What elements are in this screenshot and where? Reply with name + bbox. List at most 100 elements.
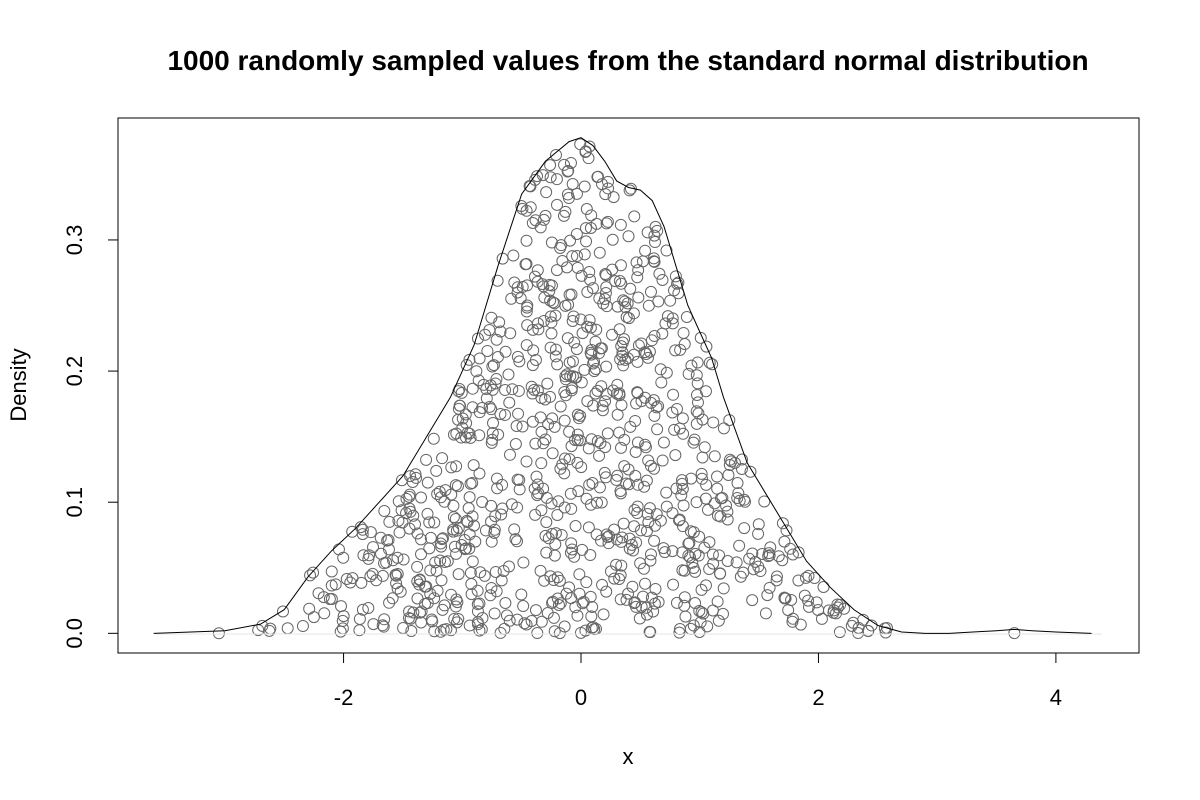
sample-point <box>503 560 515 573</box>
sample-point <box>584 321 597 334</box>
sample-point <box>486 427 499 440</box>
sample-point <box>546 447 559 460</box>
sample-point <box>588 355 601 368</box>
sample-point <box>752 518 765 531</box>
sample-point <box>480 383 493 396</box>
sample-point <box>580 235 593 248</box>
sample-point <box>624 182 637 195</box>
sample-point <box>569 520 582 533</box>
sample-point <box>598 466 611 479</box>
sample-point <box>511 613 524 626</box>
sample-point <box>682 549 695 562</box>
sample-point <box>566 314 579 327</box>
sample-point <box>558 158 571 171</box>
sample-point <box>410 471 423 484</box>
sample-point <box>749 555 762 568</box>
sample-point <box>468 519 480 532</box>
sample-point <box>489 377 502 390</box>
sample-point <box>526 359 539 372</box>
x-axis: -2 0 2 4 <box>334 653 1062 710</box>
sample-point <box>731 477 744 490</box>
sample-point <box>616 531 629 544</box>
sample-point <box>561 332 574 345</box>
sample-point <box>615 441 628 454</box>
sample-point <box>579 222 592 235</box>
sample-point <box>563 425 576 438</box>
sample-point <box>629 596 642 609</box>
sample-point <box>552 495 565 508</box>
sample-point <box>655 376 668 389</box>
sample-point <box>520 339 533 352</box>
sample-point <box>661 310 674 323</box>
sample-point <box>488 526 501 539</box>
sample-point <box>759 607 772 620</box>
sample-point <box>614 487 627 500</box>
sample-point <box>647 394 660 407</box>
sample-point <box>548 420 561 433</box>
sample-point <box>456 421 469 434</box>
sample-point <box>505 292 518 305</box>
sample-point <box>488 607 501 620</box>
sample-point <box>548 297 561 310</box>
sample-point <box>479 524 492 537</box>
sample-point <box>596 404 609 417</box>
sample-point <box>428 625 441 638</box>
sample-point <box>700 340 713 353</box>
sample-point <box>798 589 811 602</box>
sample-point <box>697 607 710 620</box>
sample-point <box>564 234 577 247</box>
sample-point <box>561 165 574 178</box>
sample-point <box>746 547 759 560</box>
sample-point <box>601 215 614 228</box>
sample-point <box>574 138 587 151</box>
sample-point <box>393 526 406 539</box>
sample-point <box>427 432 440 445</box>
sample-point <box>525 380 538 393</box>
sample-point <box>390 569 403 582</box>
sample-point <box>376 569 389 582</box>
sample-point <box>491 482 504 495</box>
sample-point <box>691 356 704 369</box>
sample-point <box>615 277 628 290</box>
sample-point <box>521 279 534 292</box>
sample-point <box>600 388 613 401</box>
sample-point <box>481 344 494 357</box>
sample-point <box>444 624 457 637</box>
sample-point <box>682 537 695 550</box>
sample-point <box>566 178 579 191</box>
sample-point <box>452 612 465 625</box>
sample-point <box>611 378 624 391</box>
sample-point <box>545 279 558 292</box>
sample-point <box>471 584 484 597</box>
sample-point <box>419 597 431 610</box>
sample-point <box>717 422 730 435</box>
sample-point <box>485 403 498 416</box>
sample-point <box>714 567 727 580</box>
sample-point <box>424 531 437 544</box>
sample-point <box>689 565 702 578</box>
sample-point <box>553 627 566 640</box>
sample-point <box>448 540 461 553</box>
sample-point <box>614 353 627 366</box>
sample-point <box>582 152 595 165</box>
sample-point <box>553 574 566 587</box>
sample-point <box>485 499 498 512</box>
sample-point <box>680 311 693 324</box>
sample-point <box>654 363 667 376</box>
sample-point <box>440 623 453 636</box>
sample-point <box>570 343 583 356</box>
sample-point <box>549 343 562 356</box>
sample-point <box>505 498 518 511</box>
sample-point <box>778 591 791 604</box>
sample-point <box>516 420 529 433</box>
sample-point <box>559 370 572 383</box>
sample-point <box>447 523 460 536</box>
sample-point <box>580 576 593 589</box>
sample-point <box>530 470 543 483</box>
sample-point <box>567 310 580 323</box>
sample-point <box>420 580 433 593</box>
sample-point <box>799 571 812 584</box>
sample-point <box>336 614 349 627</box>
sample-point <box>737 566 750 579</box>
sample-point <box>700 478 713 491</box>
